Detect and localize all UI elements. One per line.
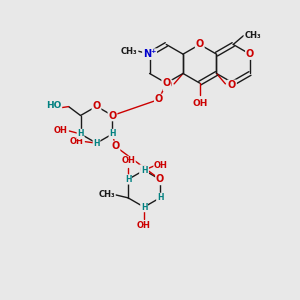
Text: H: H	[93, 139, 100, 148]
Text: CH₃: CH₃	[98, 190, 115, 200]
Text: OH: OH	[54, 127, 68, 136]
Text: H: H	[141, 166, 147, 175]
Text: O: O	[164, 80, 172, 90]
Text: OH: OH	[70, 137, 84, 146]
Text: HO: HO	[46, 100, 62, 109]
Text: O: O	[156, 174, 164, 184]
Text: O: O	[246, 49, 254, 59]
Text: CH₃: CH₃	[244, 31, 261, 40]
Text: O: O	[162, 78, 170, 88]
Text: O: O	[196, 40, 204, 50]
Text: CH₃: CH₃	[121, 47, 138, 56]
Text: H: H	[77, 130, 84, 139]
Text: O: O	[155, 94, 163, 104]
Text: OH: OH	[154, 161, 168, 170]
Text: O: O	[228, 80, 236, 90]
Text: H: H	[109, 130, 116, 139]
Text: O: O	[111, 141, 120, 152]
Text: OH: OH	[121, 157, 135, 166]
Text: H: H	[125, 175, 131, 184]
Text: O: O	[108, 110, 117, 121]
Text: H: H	[157, 194, 163, 202]
Text: O: O	[140, 165, 148, 175]
Text: OH: OH	[137, 221, 151, 230]
Text: O: O	[92, 101, 101, 111]
Text: OH: OH	[192, 99, 207, 108]
Text: H: H	[141, 202, 147, 211]
Text: N⁺: N⁺	[143, 49, 156, 59]
